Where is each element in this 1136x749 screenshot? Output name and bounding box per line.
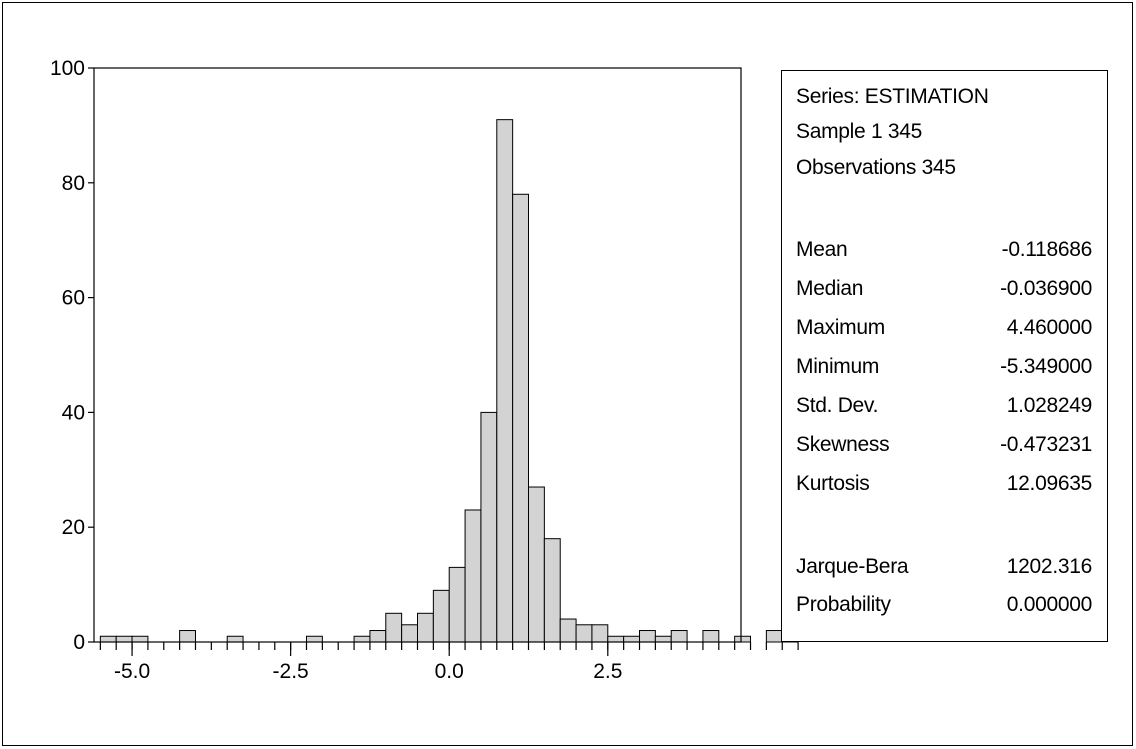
histogram-bar [369, 630, 387, 643]
histogram-bar [765, 630, 783, 643]
stats-value: -0.036900 [1000, 277, 1092, 300]
histogram-bar [543, 538, 561, 643]
stats-value: 4.460000 [1006, 316, 1093, 339]
histogram-bar [670, 630, 688, 643]
histogram-bar [417, 612, 434, 643]
histogram-bar [464, 509, 482, 643]
y-tick-label: 20 [62, 516, 85, 539]
stats-value: -0.473231 [1000, 433, 1092, 456]
x-tick-label: 0.0 [435, 660, 464, 683]
stats-row-probability: Probability 0.000000 [796, 593, 1092, 621]
stats-label: Median [796, 277, 864, 300]
y-tick-label: 40 [62, 401, 85, 424]
stats-label: Kurtosis [796, 472, 870, 495]
histogram-bar [496, 119, 514, 643]
stats-row-std-dev: Std. Dev. 1.028249 [796, 394, 1092, 422]
y-tick-label: 80 [62, 172, 85, 195]
stats-observations: Observations 345 [796, 156, 956, 179]
histogram-bar [448, 566, 466, 643]
stats-label: Jarque-Bera [796, 555, 909, 578]
stats-label: Std. Dev. [796, 394, 879, 417]
histogram-bar [639, 630, 656, 643]
descriptive-stats-panel: Series: ESTIMATION Sample 1 345 Observat… [781, 70, 1108, 642]
x-tick-label: -5.0 [114, 660, 150, 683]
stats-row-maximum: Maximum 4.460000 [796, 316, 1092, 344]
stats-label: Probability [796, 593, 891, 616]
plot-border [93, 67, 742, 643]
stats-row-mean: Mean -0.118686 [796, 238, 1092, 266]
histogram-bar [179, 630, 196, 643]
stats-series: Series: ESTIMATION [796, 85, 989, 108]
histogram-bar [401, 624, 418, 643]
histogram-bar [734, 635, 752, 643]
stats-value: 1.028249 [1006, 394, 1093, 417]
y-tick-label: 100 [50, 57, 85, 80]
stats-label: Skewness [796, 433, 890, 456]
histogram-bar [575, 624, 593, 643]
histogram-bar [226, 635, 244, 643]
histogram-bar [131, 635, 149, 643]
x-tick-label: -2.5 [273, 660, 309, 683]
stats-value: 1202.316 [1006, 555, 1093, 578]
stats-row-minimum: Minimum -5.349000 [796, 355, 1092, 383]
stats-row-jarque-bera: Jarque-Bera 1202.316 [796, 555, 1092, 583]
histogram-bar [702, 630, 720, 643]
histogram-bar [353, 635, 371, 643]
stats-label: Mean [796, 238, 848, 261]
histogram-bar [432, 589, 450, 643]
histogram-bar [512, 193, 530, 643]
stats-label: Minimum [796, 355, 880, 378]
stats-value: -5.349000 [1000, 355, 1092, 378]
histogram-bar [99, 635, 117, 643]
stats-row-skewness: Skewness -0.473231 [796, 433, 1092, 461]
stats-value: 0.000000 [1006, 593, 1093, 616]
histogram-bar [480, 411, 498, 643]
histogram-bar [654, 635, 672, 643]
stats-value: 12.09635 [1006, 472, 1093, 495]
histogram-bar [305, 635, 323, 643]
y-tick-label: 60 [62, 287, 85, 310]
histogram-bar [115, 635, 133, 643]
histogram-bar [623, 635, 641, 643]
x-tick-label: 2.5 [593, 660, 622, 683]
histogram-bar [559, 618, 577, 643]
stats-row-median: Median -0.036900 [796, 277, 1092, 305]
stats-value: -0.118686 [1001, 238, 1093, 261]
stats-sample: Sample 1 345 [796, 120, 922, 143]
stats-row-kurtosis: Kurtosis 12.09635 [796, 472, 1092, 500]
histogram-bar [385, 612, 403, 643]
histogram-bar [591, 624, 609, 643]
stats-label: Maximum [796, 316, 885, 339]
y-tick-label: 0 [73, 631, 85, 654]
histogram-bar [528, 486, 545, 643]
histogram-bar [607, 635, 625, 643]
